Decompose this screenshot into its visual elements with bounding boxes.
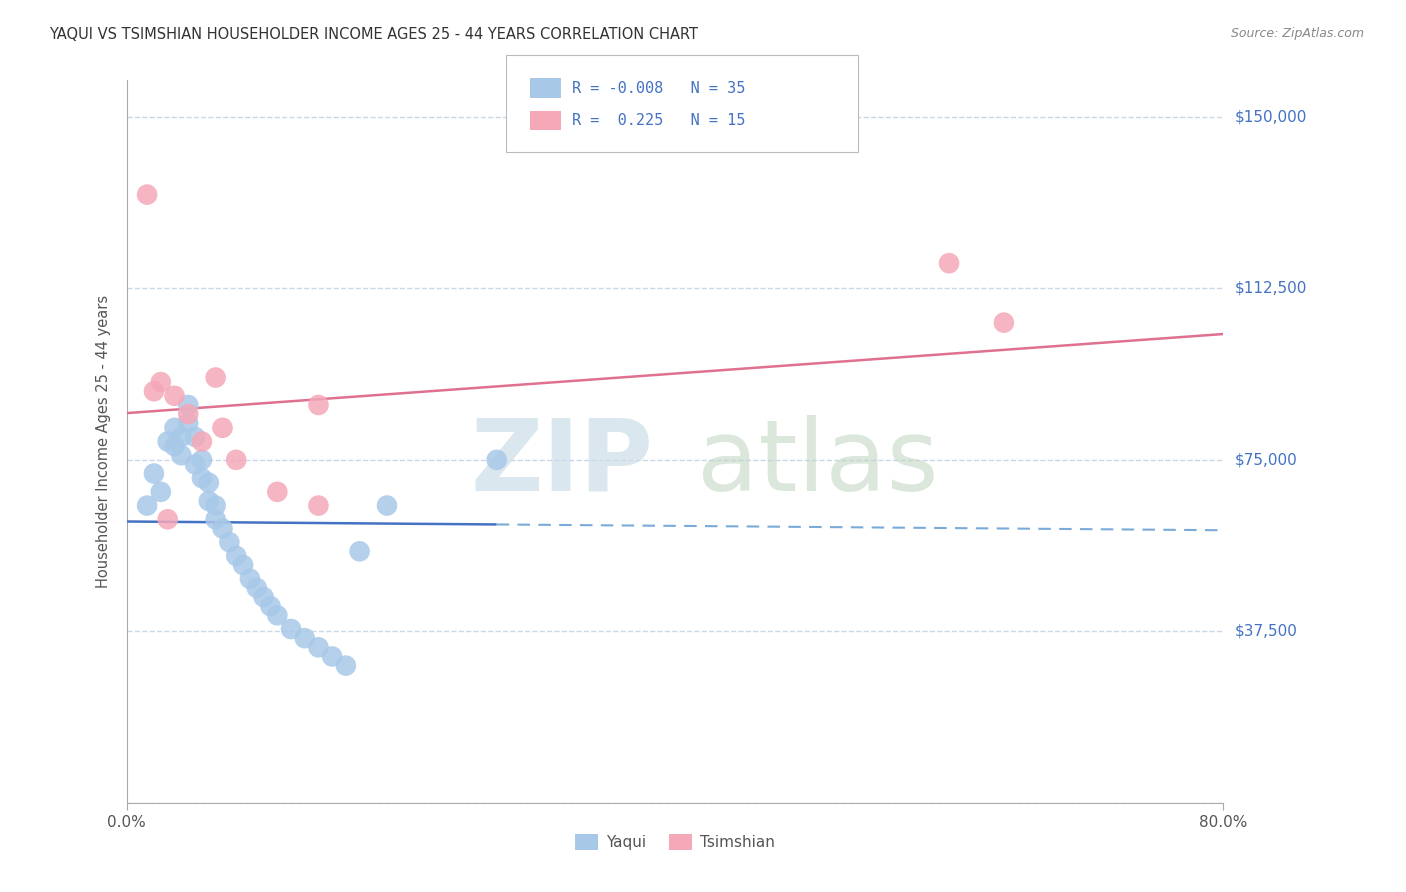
Point (204, 512, 226, 526)
Point (143, 467, 166, 481)
Point (191, 453, 214, 467)
Point (156, 512, 179, 526)
Point (170, 430, 193, 444)
Point (156, 434, 179, 449)
Point (204, 370, 226, 384)
Point (993, 316, 1015, 330)
Text: $112,500: $112,500 (1234, 281, 1306, 296)
Point (294, 631, 316, 645)
Point (177, 416, 200, 430)
Text: $37,500: $37,500 (1234, 624, 1298, 639)
Point (335, 658, 357, 673)
Point (349, 544, 371, 558)
Point (149, 375, 172, 389)
Text: atlas: atlas (697, 415, 938, 512)
Text: ZIP: ZIP (470, 415, 652, 512)
Text: R =  0.225   N = 15: R = 0.225 N = 15 (572, 113, 745, 128)
Point (197, 494, 219, 508)
Point (266, 484, 288, 499)
Text: YAQUI VS TSIMSHIAN HOUSEHOLDER INCOME AGES 25 - 44 YEARS CORRELATION CHART: YAQUI VS TSIMSHIAN HOUSEHOLDER INCOME AG… (49, 27, 699, 42)
Point (259, 599, 281, 614)
Point (266, 608, 288, 623)
Point (184, 430, 207, 444)
Point (163, 389, 186, 403)
Point (239, 572, 262, 586)
Y-axis label: Householder Income Ages 25 - 44 years: Householder Income Ages 25 - 44 years (96, 295, 111, 588)
Point (184, 458, 207, 472)
Point (191, 471, 214, 485)
Text: Source: ZipAtlas.com: Source: ZipAtlas.com (1230, 27, 1364, 40)
Point (149, 484, 172, 499)
Text: $75,000: $75,000 (1234, 452, 1298, 467)
Point (246, 581, 269, 595)
Point (938, 256, 960, 270)
Point (375, 499, 398, 513)
Text: R = -0.008   N = 35: R = -0.008 N = 35 (572, 81, 745, 95)
Point (204, 499, 226, 513)
Point (197, 475, 219, 490)
Point (143, 384, 166, 399)
Point (177, 398, 200, 412)
Point (253, 590, 276, 604)
Point (485, 453, 508, 467)
Point (136, 187, 159, 202)
Point (177, 407, 200, 421)
Point (321, 649, 343, 664)
Point (163, 421, 186, 435)
Point (232, 558, 254, 572)
Point (280, 622, 302, 636)
Point (191, 434, 214, 449)
Point (307, 499, 329, 513)
Point (225, 549, 247, 563)
Point (163, 439, 186, 453)
Point (170, 448, 193, 462)
Point (218, 535, 240, 549)
Point (211, 521, 233, 535)
Point (307, 398, 329, 412)
Point (136, 499, 159, 513)
Point (211, 421, 233, 435)
Point (307, 640, 329, 655)
Text: $150,000: $150,000 (1234, 110, 1306, 124)
Point (225, 453, 247, 467)
Legend: Yaqui, Tsimshian: Yaqui, Tsimshian (569, 829, 780, 856)
